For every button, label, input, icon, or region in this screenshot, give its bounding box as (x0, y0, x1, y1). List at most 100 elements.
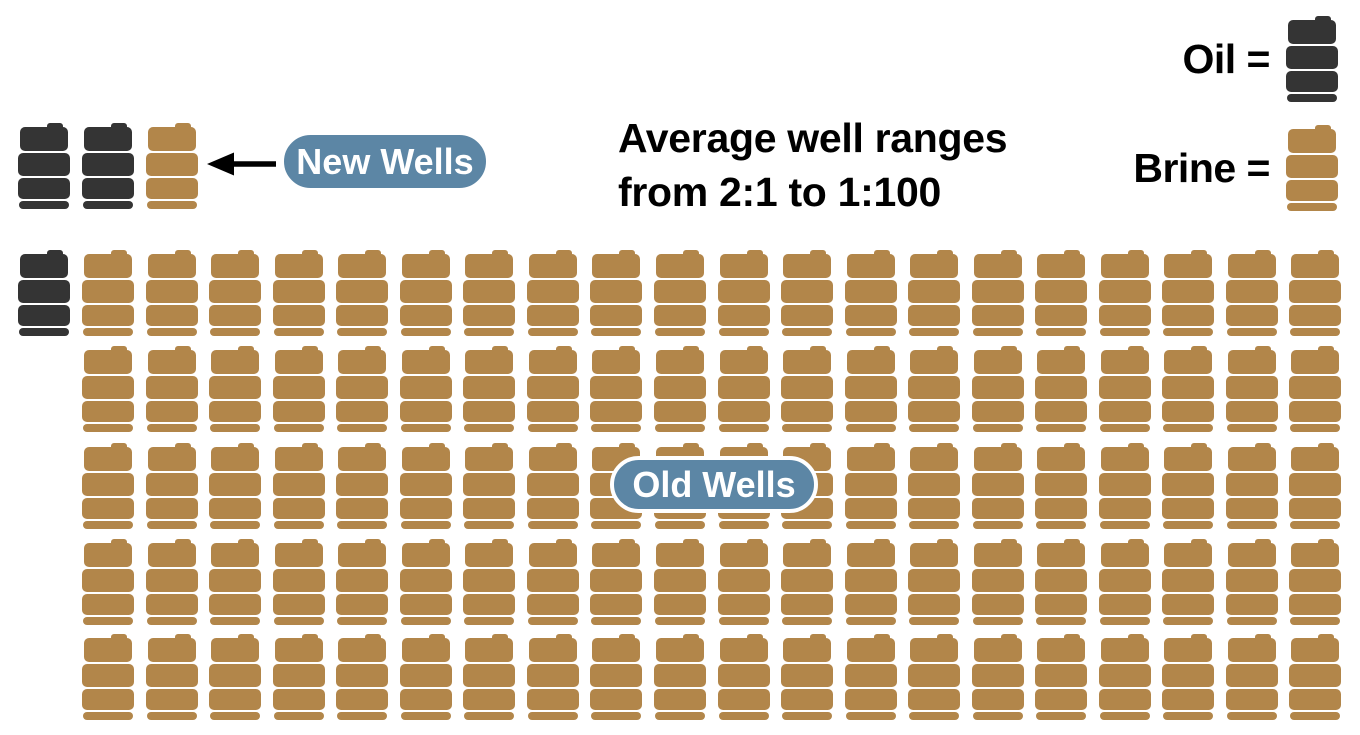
legend-brine-row: Brine = (1133, 125, 1339, 211)
brine-barrel-icon (336, 634, 388, 720)
brine-barrel-icon (82, 346, 134, 432)
brine-barrel-icon (1099, 250, 1151, 336)
brine-barrel-icon (1099, 443, 1151, 529)
brine-barrel-icon (1162, 250, 1214, 336)
brine-barrel-icon (400, 346, 452, 432)
brine-barrel-icon (845, 634, 897, 720)
brine-barrel-icon (336, 443, 388, 529)
chart-title: Average well ranges from 2:1 to 1:100 (618, 112, 1008, 219)
brine-barrel-icon (590, 250, 642, 336)
brine-barrel-icon (273, 539, 325, 625)
brine-barrel-icon (146, 634, 198, 720)
brine-barrel-icon (718, 346, 770, 432)
brine-barrel-icon (718, 250, 770, 336)
brine-barrel-icon (82, 443, 134, 529)
brine-barrel-icon (1226, 539, 1278, 625)
brine-barrel-icon (845, 443, 897, 529)
brine-barrel-icon (336, 539, 388, 625)
brine-barrel-icon (1035, 634, 1087, 720)
oil-barrel-icon (18, 123, 70, 209)
brine-barrel-icon (908, 346, 960, 432)
brine-barrel-icon (1286, 125, 1338, 211)
brine-barrel-icon (908, 443, 960, 529)
arrow-left-icon (203, 149, 279, 179)
brine-barrel-icon (1035, 346, 1087, 432)
brine-barrel-icon (972, 443, 1024, 529)
brine-barrel-icon (654, 634, 706, 720)
brine-barrel-icon (527, 346, 579, 432)
old-wells-barrel-grid (17, 250, 1343, 722)
brine-barrel-icon (1289, 443, 1341, 529)
brine-barrel-icon (1226, 346, 1278, 432)
brine-barrel-icon (336, 250, 388, 336)
brine-barrel-icon (845, 250, 897, 336)
brine-barrel-icon (1289, 346, 1341, 432)
oil-barrel-icon (1286, 16, 1338, 102)
brine-barrel-icon (1099, 346, 1151, 432)
brine-barrel-icon (82, 250, 134, 336)
brine-barrel-icon (590, 539, 642, 625)
brine-barrel-icon (146, 443, 198, 529)
brine-barrel-icon (972, 346, 1024, 432)
brine-barrel-icon (590, 634, 642, 720)
brine-barrel-icon (590, 346, 642, 432)
brine-barrel-icon (527, 443, 579, 529)
brine-barrel-icon (654, 250, 706, 336)
brine-barrel-icon (781, 539, 833, 625)
brine-barrel-icon (463, 539, 515, 625)
brine-barrel-icon (273, 346, 325, 432)
brine-barrel-icon (1035, 250, 1087, 336)
brine-barrel-icon (908, 634, 960, 720)
brine-barrel-icon (781, 634, 833, 720)
brine-barrel-icon (718, 634, 770, 720)
brine-barrel-icon (463, 634, 515, 720)
brine-barrel-icon (972, 634, 1024, 720)
brine-barrel-icon (781, 250, 833, 336)
oil-barrel-icon (18, 250, 70, 336)
brine-barrel-icon (654, 539, 706, 625)
brine-barrel-icon (1099, 539, 1151, 625)
new-wells-badge: New Wells (281, 132, 489, 191)
brine-barrel-icon (527, 539, 579, 625)
chart-title-line2: from 2:1 to 1:100 (618, 168, 942, 215)
brine-barrel-icon (1285, 125, 1339, 211)
brine-barrel-icon (972, 250, 1024, 336)
brine-barrel-icon (146, 123, 198, 209)
brine-barrel-icon (400, 443, 452, 529)
oil-barrel-icon (1285, 16, 1339, 102)
brine-barrel-icon (908, 539, 960, 625)
brine-barrel-icon (336, 346, 388, 432)
brine-barrel-icon (527, 250, 579, 336)
brine-barrel-icon (845, 539, 897, 625)
oil-barrel-icon (82, 123, 134, 209)
brine-barrel-icon (82, 539, 134, 625)
brine-barrel-icon (972, 539, 1024, 625)
brine-barrel-icon (1035, 539, 1087, 625)
brine-barrel-icon (1226, 443, 1278, 529)
brine-barrel-icon (463, 346, 515, 432)
chart-title-line1: Average well ranges (618, 115, 1008, 161)
brine-barrel-icon (146, 346, 198, 432)
brine-barrel-icon (718, 539, 770, 625)
brine-barrel-icon (209, 539, 261, 625)
brine-barrel-icon (400, 250, 452, 336)
brine-barrel-icon (1162, 443, 1214, 529)
brine-barrel-icon (209, 443, 261, 529)
brine-barrel-icon (400, 634, 452, 720)
brine-barrel-icon (1099, 634, 1151, 720)
brine-barrel-icon (463, 250, 515, 336)
brine-barrel-icon (1226, 634, 1278, 720)
brine-barrel-icon (1162, 346, 1214, 432)
brine-barrel-icon (1289, 250, 1341, 336)
old-wells-badge: Old Wells (610, 456, 818, 513)
brine-barrel-icon (1035, 443, 1087, 529)
brine-barrel-icon (908, 250, 960, 336)
brine-barrel-icon (1226, 250, 1278, 336)
legend-oil-label: Oil = (1182, 35, 1270, 82)
brine-barrel-icon (209, 346, 261, 432)
brine-barrel-icon (209, 634, 261, 720)
brine-barrel-icon (1289, 634, 1341, 720)
brine-barrel-icon (845, 346, 897, 432)
brine-barrel-icon (273, 634, 325, 720)
